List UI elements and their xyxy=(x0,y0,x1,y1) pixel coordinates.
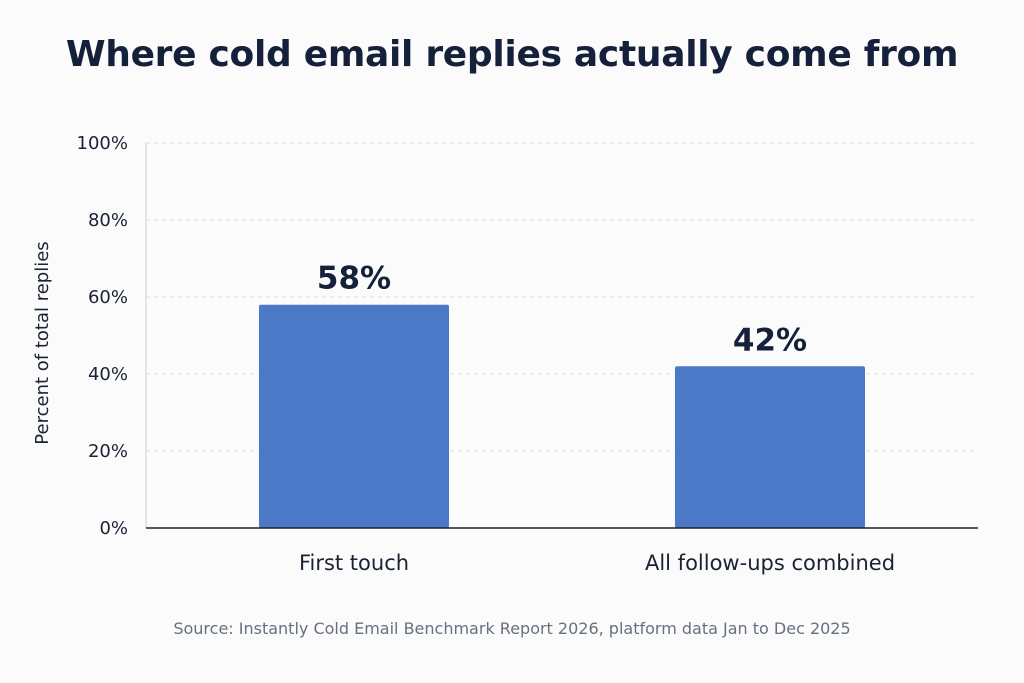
y-tick-label: 60% xyxy=(88,287,128,308)
x-category-label: All follow-ups combined xyxy=(645,551,895,575)
bar-value-label: 42% xyxy=(733,322,807,358)
bar xyxy=(675,366,865,528)
y-tick-label: 20% xyxy=(88,441,128,462)
axes xyxy=(145,143,978,529)
chart-title: Where cold email replies actually come f… xyxy=(65,34,959,75)
y-tick-label: 80% xyxy=(88,210,128,231)
bar xyxy=(259,304,449,528)
bar-value-label: 58% xyxy=(317,261,391,297)
x-category-label: First touch xyxy=(299,551,409,575)
bars xyxy=(259,304,865,528)
y-tick-label: 100% xyxy=(77,133,128,154)
y-tick-label: 40% xyxy=(88,364,128,385)
y-tick-label: 0% xyxy=(99,518,128,539)
source-note: Source: Instantly Cold Email Benchmark R… xyxy=(173,619,851,638)
y-axis-title: Percent of total replies xyxy=(32,241,53,444)
labels: 0% 20% 40% 60% 80% 100% 58% First touch 42% All f… xyxy=(77,133,896,575)
